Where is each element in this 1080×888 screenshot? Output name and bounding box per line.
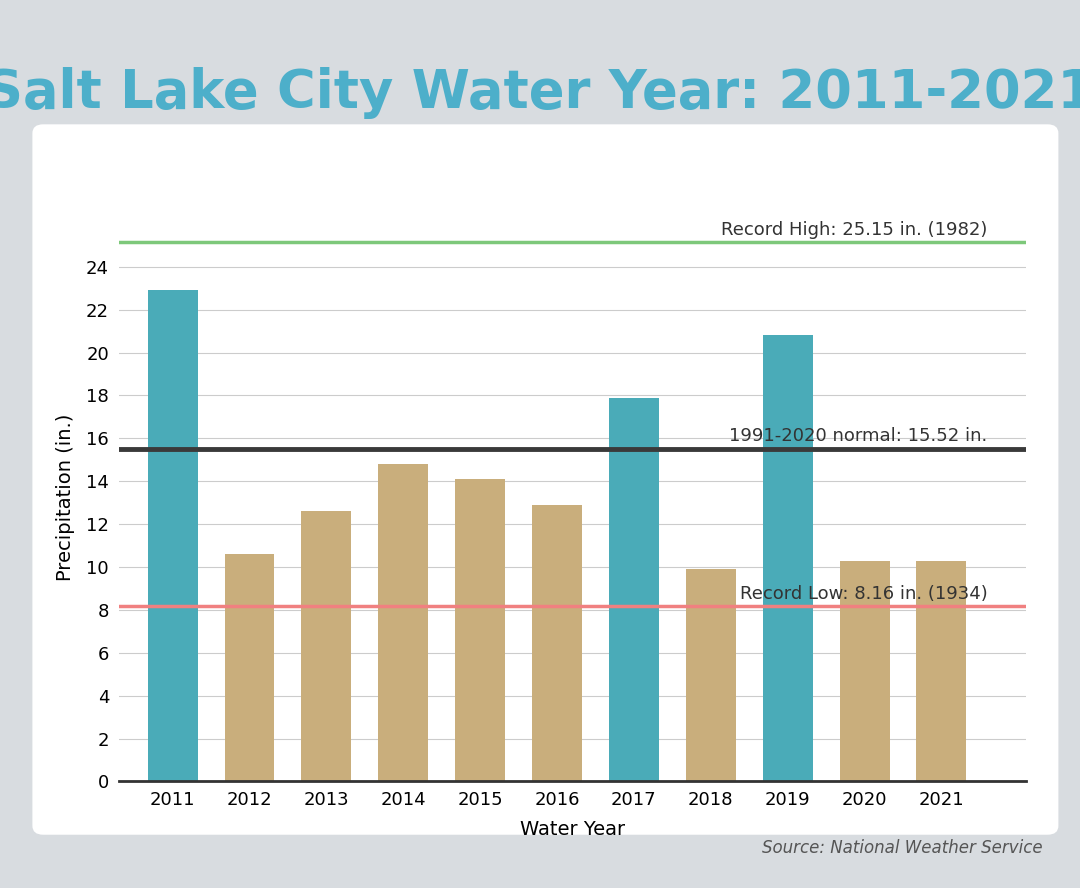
Bar <box>455 479 505 781</box>
Bar <box>532 504 582 781</box>
Bar <box>839 560 890 781</box>
Bar <box>762 336 812 781</box>
Bar <box>148 290 198 781</box>
Bar <box>225 554 274 781</box>
Bar <box>609 398 659 781</box>
Bar <box>917 560 967 781</box>
Text: Source: National Weather Service: Source: National Weather Service <box>761 839 1042 857</box>
Y-axis label: Precipitation (in.): Precipitation (in.) <box>56 414 75 581</box>
Text: 1991-2020 normal: 15.52 in.: 1991-2020 normal: 15.52 in. <box>729 427 987 446</box>
Bar <box>378 464 429 781</box>
Text: Record Low: 8.16 in. (1934): Record Low: 8.16 in. (1934) <box>740 585 987 603</box>
Bar <box>301 511 351 781</box>
X-axis label: Water Year: Water Year <box>519 821 625 839</box>
Text: Record High: 25.15 in. (1982): Record High: 25.15 in. (1982) <box>721 221 987 239</box>
Text: Salt Lake City Water Year: 2011-2021: Salt Lake City Water Year: 2011-2021 <box>0 67 1080 119</box>
Bar <box>686 569 735 781</box>
